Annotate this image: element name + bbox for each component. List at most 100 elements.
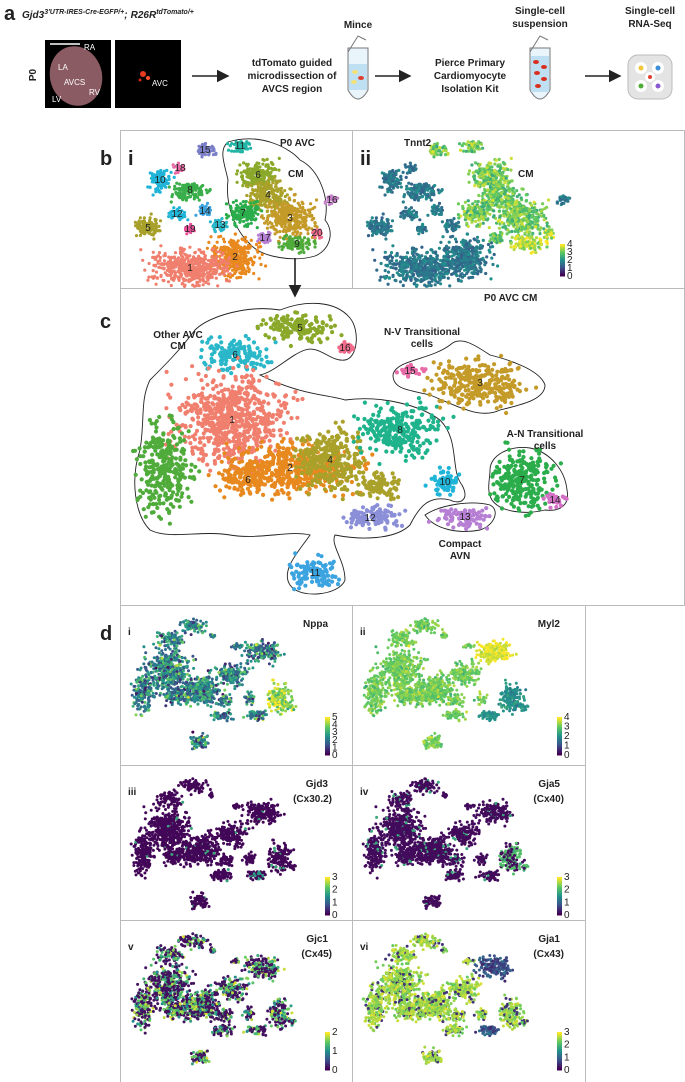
cell-dot [266, 218, 269, 221]
cell-dot [421, 190, 424, 193]
cell-dot [474, 206, 477, 209]
cell-dot [535, 209, 538, 212]
cell-dot [482, 239, 485, 242]
cell-dot [271, 214, 274, 217]
cell-dot [260, 215, 263, 218]
cell-dot [481, 257, 484, 260]
cell-dot [195, 281, 198, 284]
cell-dot [384, 232, 387, 235]
cell-dot [196, 276, 199, 279]
cell-dot [193, 273, 196, 276]
cell-dot [482, 222, 485, 225]
cell-dot [434, 264, 437, 267]
cell-dot [250, 177, 253, 180]
cell-dot [530, 204, 533, 207]
cell-dot [540, 210, 543, 213]
cell-dot [371, 248, 374, 251]
cell-dot [437, 149, 440, 152]
cell-dot [193, 193, 196, 196]
cell-dot [271, 200, 274, 203]
cell-dot [442, 248, 445, 251]
cell-dot [447, 255, 450, 258]
cell-dot [490, 237, 493, 240]
cell-dot [254, 188, 257, 191]
cell-dot [219, 272, 222, 275]
cell-dot [155, 283, 158, 286]
cell-dot [134, 221, 137, 224]
cell-dot [257, 162, 260, 165]
cell-dot [545, 240, 548, 243]
cell-dot [240, 260, 243, 263]
cell-dot [457, 254, 460, 257]
cell-dot [152, 193, 155, 196]
cell-dot [278, 157, 281, 160]
cell-dot [227, 249, 230, 252]
cell-dot [399, 256, 402, 259]
cell-dot [183, 191, 186, 194]
cell-dot [514, 219, 517, 222]
cell-dot [280, 187, 283, 190]
cell-dot [440, 211, 443, 214]
cell-dot [167, 215, 170, 218]
cell-dot [378, 185, 381, 188]
cell-dot [506, 168, 509, 171]
cell-dot [507, 181, 510, 184]
cell-dot [518, 240, 521, 243]
cell-dot [473, 184, 476, 187]
cell-dot [409, 266, 412, 269]
cell-dot [178, 270, 181, 273]
cell-dot [213, 257, 216, 260]
cell-dot [486, 164, 489, 167]
cell-dot [433, 212, 436, 215]
cell-dot [514, 214, 517, 217]
cell-dot [384, 193, 387, 196]
cell-dot [450, 250, 453, 253]
cell-dot [141, 229, 144, 232]
cell-dot [413, 251, 416, 254]
cell-dot [498, 227, 501, 230]
cell-dot [276, 190, 279, 193]
cell-dot [465, 272, 468, 275]
cell-dot [284, 225, 287, 228]
cell-dot [493, 240, 496, 243]
cell-dot [514, 237, 517, 240]
cell-dot [441, 235, 444, 238]
cell-dot [432, 155, 435, 158]
cell-dot [277, 169, 280, 172]
cell-dot [198, 265, 201, 268]
cell-dot [477, 194, 480, 197]
cell-dot [484, 272, 487, 275]
cell-dot [407, 264, 410, 267]
cell-dot [410, 270, 413, 273]
cell-dot [206, 267, 209, 270]
cell-dot [480, 211, 483, 214]
cell-dot [199, 935, 202, 938]
cell-dot [486, 211, 489, 214]
cell-dot [492, 234, 495, 237]
cell-dot [441, 220, 444, 223]
cell-dot [522, 188, 525, 191]
cell-dot [206, 277, 209, 280]
cell-dot [510, 195, 513, 198]
cell-dot [202, 264, 205, 267]
cell-dot [500, 198, 503, 201]
cell-dot [266, 227, 269, 230]
cell-dot [202, 274, 205, 277]
cell-dot [229, 243, 232, 246]
cell-dot [476, 205, 479, 208]
cell-dot [474, 238, 477, 241]
cell-dot [498, 209, 501, 212]
cell-dot [282, 237, 285, 240]
cell-dot [487, 243, 490, 246]
cell-dot [488, 251, 491, 254]
cell-dot [400, 178, 403, 181]
cell-dot [152, 264, 155, 267]
cell-dot [234, 210, 237, 213]
cell-dot [259, 199, 262, 202]
cell-dot [242, 161, 245, 164]
cell-dot [502, 167, 505, 170]
cell-dot [218, 250, 221, 253]
cell-dot [402, 277, 405, 280]
cell-dot [152, 251, 155, 254]
cell-dot [246, 164, 249, 167]
